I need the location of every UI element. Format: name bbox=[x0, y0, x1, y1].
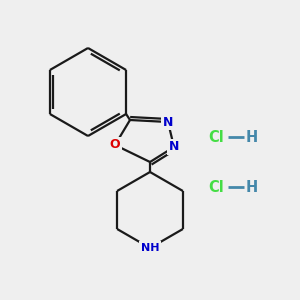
Text: NH: NH bbox=[141, 243, 159, 253]
Text: N: N bbox=[163, 116, 173, 128]
Text: Cl: Cl bbox=[208, 130, 224, 145]
Text: N: N bbox=[169, 140, 179, 154]
Text: Cl: Cl bbox=[208, 179, 224, 194]
Text: H: H bbox=[246, 179, 258, 194]
Text: O: O bbox=[110, 139, 120, 152]
Text: H: H bbox=[246, 130, 258, 145]
